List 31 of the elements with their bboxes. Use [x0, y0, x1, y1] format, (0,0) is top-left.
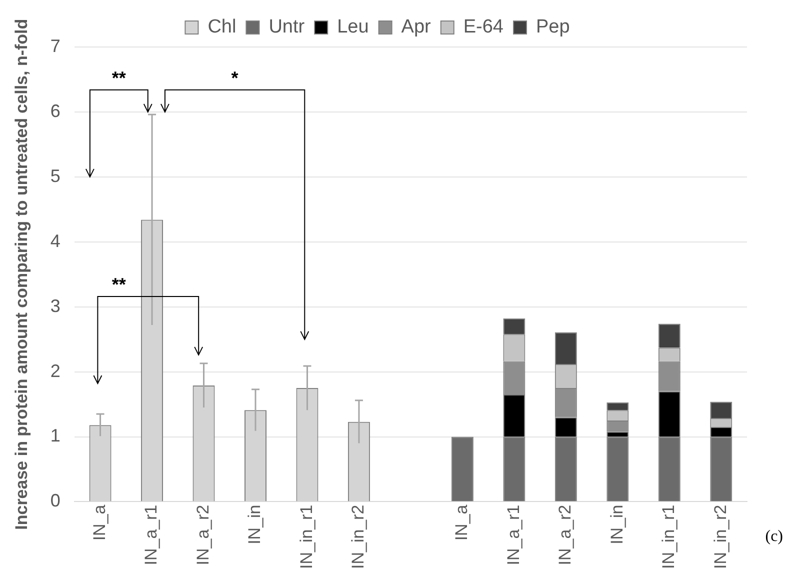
y-tick-label: 4 — [50, 230, 60, 251]
x-tick-label: IN_a_r1 — [504, 504, 523, 566]
legend-label: Apr — [401, 16, 432, 38]
y-axis-title: Increase in protein amount comparing to untreated cells, n-fold — [12, 18, 31, 530]
x-tick-label: IN_a_r2 — [556, 504, 575, 566]
text: (c) — [765, 528, 783, 546]
legend-label: E-64 — [463, 16, 504, 38]
legend-label: Pep — [536, 16, 570, 38]
y-tick-label: 1 — [50, 426, 60, 446]
legend-label: Chl — [208, 16, 236, 38]
y-tick-label: 2 — [50, 360, 60, 381]
y-tick-label: 0 — [50, 490, 60, 511]
x-tick-label: IN_a_r2 — [193, 504, 212, 566]
x-tick-label: IN_in_r2 — [348, 504, 368, 570]
y-tick-label: 5 — [50, 166, 60, 186]
y-tick-label: 6 — [50, 100, 60, 121]
x-tick-label: IN_in_r1 — [659, 504, 678, 570]
x-tick-label: IN_in_r2 — [710, 504, 730, 570]
x-tick-label: IN_in — [607, 504, 626, 544]
x-tick-label: IN_a — [90, 504, 109, 541]
annotation: ** — [112, 68, 126, 88]
annotation: ** — [112, 274, 126, 294]
x-tick-label: IN_in_r1 — [296, 504, 316, 570]
x-tick-label: IN_a — [452, 504, 472, 541]
legend-label: Leu — [337, 16, 369, 38]
annotation: * — [231, 68, 238, 88]
x-tick-label: IN_in — [245, 504, 264, 544]
y-tick-label: 3 — [50, 296, 60, 316]
legend-label: Untr — [268, 16, 306, 38]
x-tick-label: IN_a_r1 — [142, 504, 161, 566]
y-tick-label: 7 — [50, 36, 60, 56]
